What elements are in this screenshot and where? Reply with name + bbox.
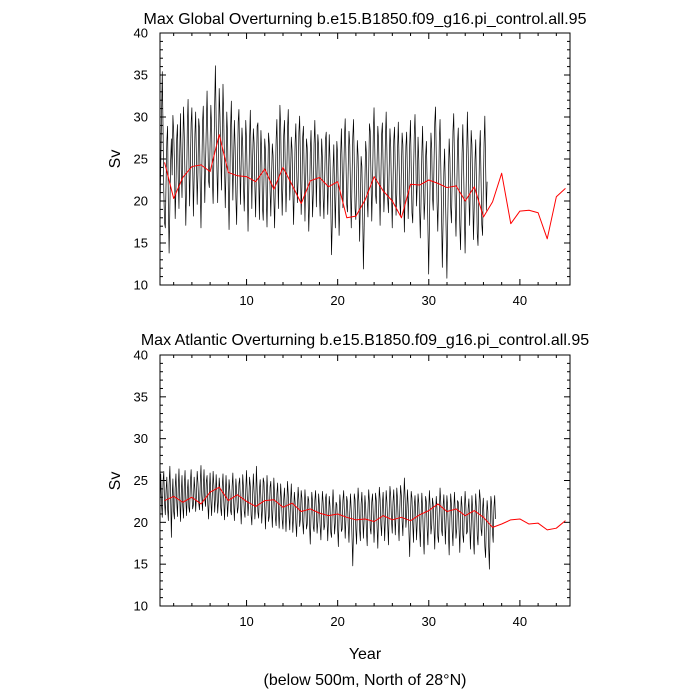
chart-title-global: Max Global Overturning b.e15.B1850.f09_g… — [144, 11, 587, 28]
y-tick-label: 35 — [134, 68, 148, 83]
chart-title-atlantic: Max Atlantic Overturning b.e15.B1850.f09… — [141, 332, 589, 349]
y-tick-label: 30 — [134, 431, 148, 446]
x-tick-label: 20 — [330, 293, 344, 308]
y-tick-label: 15 — [134, 557, 148, 572]
y-tick-label: 30 — [134, 110, 148, 125]
plot-frame-atlantic — [159, 354, 571, 607]
axes-global: 10 15 20 25 30 35 40 10 20 30 40 — [134, 26, 570, 308]
plot-area-global — [159, 65, 566, 279]
y-tick-label: 25 — [134, 152, 148, 167]
y-tick-label: 40 — [134, 26, 148, 41]
y-tick-label: 20 — [134, 194, 148, 209]
x-tick-label: 40 — [513, 293, 527, 308]
series-line-monthly-atlantic — [159, 465, 496, 570]
panel-global: Max Global Overturning b.e15.B1850.f09_g… — [107, 11, 587, 308]
figure-note: (below 500m, North of 28°N) — [264, 672, 467, 689]
plot-area-atlantic — [159, 465, 566, 570]
x-axis-label: Year — [349, 646, 382, 663]
y-tick-label: 15 — [134, 236, 148, 251]
y-tick-label: 40 — [134, 348, 148, 363]
y-tick-label: 10 — [134, 599, 148, 614]
x-tick-label: 30 — [422, 614, 436, 629]
axes-atlantic: 10 15 20 25 30 35 40 10 20 30 40 — [134, 348, 570, 629]
panel-atlantic: Max Atlantic Overturning b.e15.B1850.f09… — [107, 332, 589, 663]
x-tick-label: 10 — [239, 293, 253, 308]
x-tick-label: 20 — [330, 614, 344, 629]
y-axis-label-global: Sv — [107, 150, 124, 169]
x-tick-label: 30 — [422, 293, 436, 308]
series-line-annual-mean-atlantic — [164, 486, 566, 531]
y-tick-label: 20 — [134, 515, 148, 530]
y-tick-label: 25 — [134, 473, 148, 488]
y-axis-label-atlantic: Sv — [107, 472, 124, 491]
x-tick-label: 40 — [513, 614, 527, 629]
x-tick-label: 10 — [239, 614, 253, 629]
series-line-monthly-global — [159, 65, 488, 279]
y-tick-label: 35 — [134, 389, 148, 404]
y-tick-label: 10 — [134, 278, 148, 293]
series-line-annual-mean-global — [164, 134, 566, 240]
